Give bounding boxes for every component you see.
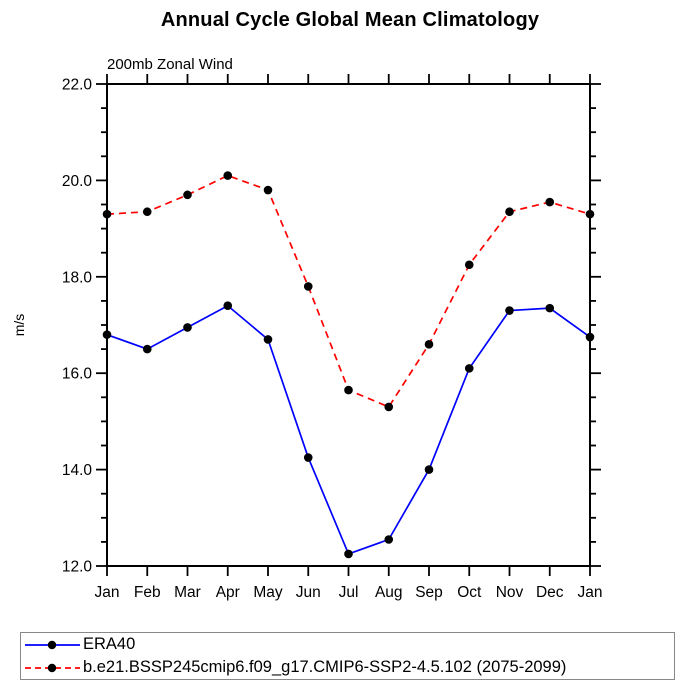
data-point-marker <box>303 453 313 462</box>
data-point-marker <box>102 209 112 219</box>
x-tick-label: Dec <box>536 584 564 601</box>
y-tick-label: 20.0 <box>62 173 93 190</box>
data-point-marker <box>102 330 112 339</box>
x-tick-label: Jul <box>339 584 359 601</box>
y-tick-label: 12.0 <box>62 559 93 576</box>
data-point-marker <box>183 323 192 332</box>
y-tick-label: 16.0 <box>62 366 93 383</box>
x-tick-label: Feb <box>134 584 161 601</box>
legend-line-sample-model <box>25 663 80 672</box>
legend-box: ERA40 b.e21.BSSP245cmip6.f09_g17.CMIP6-S… <box>20 632 675 680</box>
data-point-marker <box>464 364 474 373</box>
series-line <box>106 304 591 556</box>
legend-sample-marker <box>47 663 57 672</box>
y-axis-label: m/s <box>11 314 27 337</box>
data-point-marker <box>384 402 394 412</box>
data-point-marker <box>183 190 192 200</box>
data-point-marker <box>344 549 353 559</box>
legend-label-era40: ERA40 <box>83 635 136 654</box>
y-tick-label: 22.0 <box>62 77 93 94</box>
x-tick-label: May <box>253 584 283 601</box>
chart-subtitle: 200mb Zonal Wind <box>107 56 233 73</box>
x-tick-label: Jan <box>578 584 603 601</box>
data-point-marker <box>505 207 514 217</box>
data-point-marker <box>464 260 474 270</box>
data-point-marker <box>585 332 595 342</box>
y-tick-label: 14.0 <box>62 462 93 479</box>
plot-area: Jan Feb Mar Apr May Jun Jul Aug Sep Oct Nov Dec Jan1… <box>11 74 603 601</box>
y-tick-label: 18.0 <box>62 269 93 286</box>
data-point-marker <box>344 385 353 395</box>
series-line <box>106 174 591 408</box>
plot-frame <box>106 83 591 567</box>
x-tick-label: Aug <box>375 584 403 601</box>
x-tick-label: Apr <box>216 584 240 601</box>
legend-item-model: b.e21.BSSP245cmip6.f09_g17.CMIP6-SSP2-4.… <box>24 657 674 678</box>
legend-item-era40: ERA40 <box>24 634 674 655</box>
x-tick-label: Nov <box>496 584 524 601</box>
data-point-marker <box>384 535 394 544</box>
data-point-marker <box>223 171 233 180</box>
legend-line-sample-era40 <box>25 640 80 649</box>
x-tick-label: Jun <box>296 584 321 601</box>
data-point-marker <box>424 339 434 349</box>
data-point-marker <box>545 303 555 313</box>
x-tick-label: Mar <box>174 584 201 601</box>
data-point-marker <box>585 209 595 219</box>
data-point-marker <box>505 306 514 315</box>
data-point-marker <box>545 197 555 207</box>
legend-sample-marker <box>47 640 57 649</box>
data-point-marker <box>142 344 152 354</box>
x-tick-label: Oct <box>457 584 482 601</box>
data-point-marker <box>424 465 434 474</box>
x-tick-label: Sep <box>415 584 443 601</box>
data-point-marker <box>223 301 233 311</box>
chart-title: Annual Cycle Global Mean Climatology <box>160 9 540 31</box>
data-point-marker <box>303 282 313 291</box>
x-tick-label: Jan <box>95 584 120 601</box>
legend-label-model: b.e21.BSSP245cmip6.f09_g17.CMIP6-SSP2-4.… <box>83 658 567 677</box>
data-point-marker <box>263 335 273 344</box>
data-point-marker <box>142 207 152 217</box>
data-point-marker <box>263 185 273 195</box>
